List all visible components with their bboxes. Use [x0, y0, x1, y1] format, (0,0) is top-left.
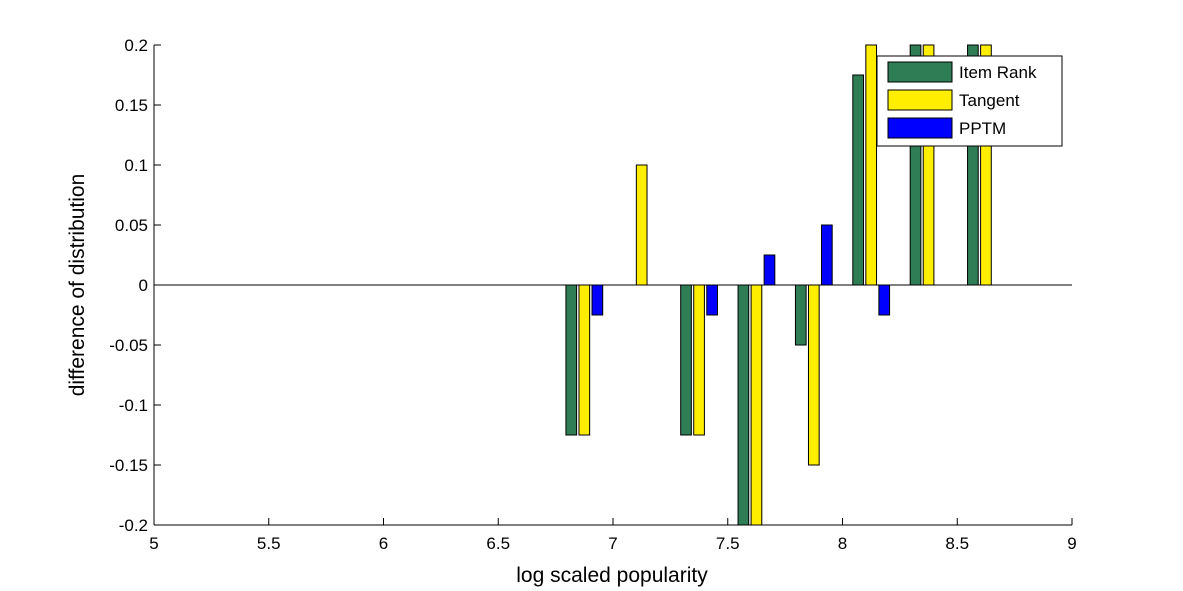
- y-tick-label: 0.2: [124, 36, 148, 55]
- x-tick-label: 7.5: [716, 534, 740, 553]
- bar-item-rank-3: [737, 284, 750, 526]
- x-axis-label: log scaled popularity: [516, 564, 708, 587]
- legend-swatch: [887, 117, 953, 139]
- y-tick-label: 0.05: [115, 216, 148, 235]
- y-axis-label: difference of distribution: [66, 174, 89, 397]
- bar-tangent-1: [635, 164, 648, 286]
- legend: Item Rank Tangent PPTM: [876, 55, 1063, 147]
- x-tick-label: 9: [1067, 534, 1076, 553]
- bar-item-rank-2: [680, 284, 692, 436]
- x-tick-label: 7: [608, 534, 617, 553]
- x-tick-label: 5: [149, 534, 158, 553]
- y-tick-label: 0.15: [115, 96, 148, 115]
- bar-pptm-4: [821, 224, 833, 286]
- y-tick-label: -0.2: [119, 516, 148, 535]
- y-tick-label: -0.05: [109, 336, 148, 355]
- bar-pptm-0: [591, 284, 604, 316]
- bar-pptm-5: [878, 284, 891, 316]
- bar-tangent-4: [807, 284, 820, 466]
- x-tick-label: 6.5: [486, 534, 510, 553]
- bar-item-rank-0: [565, 284, 578, 436]
- bar-tangent-2: [693, 284, 705, 436]
- x-tick-label: 8.5: [945, 534, 969, 553]
- x-tick-label: 5.5: [257, 534, 281, 553]
- y-tick-label: -0.1: [119, 396, 148, 415]
- legend-label: Item Rank: [959, 63, 1037, 82]
- bar-pptm-2: [706, 284, 718, 316]
- bar-tangent-0: [578, 284, 591, 436]
- bar-pptm-3: [763, 254, 776, 286]
- x-tick-label: 6: [379, 534, 388, 553]
- y-tick-label: 0.1: [124, 156, 148, 175]
- legend-swatch: [887, 61, 953, 83]
- bar-item-rank-4: [794, 284, 807, 346]
- bars: [565, 44, 992, 526]
- ticks: 5 5.5 6 6.5 7 7.5 8 8.5 9 -0.2 -0.15 -0.1 -0.05 0 0.05…: [109, 36, 1076, 553]
- bar-tangent-5: [865, 44, 878, 286]
- legend-label: Tangent: [959, 91, 1020, 110]
- legend-swatch: [887, 89, 953, 111]
- y-tick-label: 0: [139, 276, 148, 295]
- legend-label: PPTM: [959, 119, 1006, 138]
- bar-item-rank-5: [852, 74, 864, 286]
- y-tick-label: -0.15: [109, 456, 148, 475]
- bar-tangent-3: [750, 284, 763, 526]
- x-tick-label: 8: [838, 534, 847, 553]
